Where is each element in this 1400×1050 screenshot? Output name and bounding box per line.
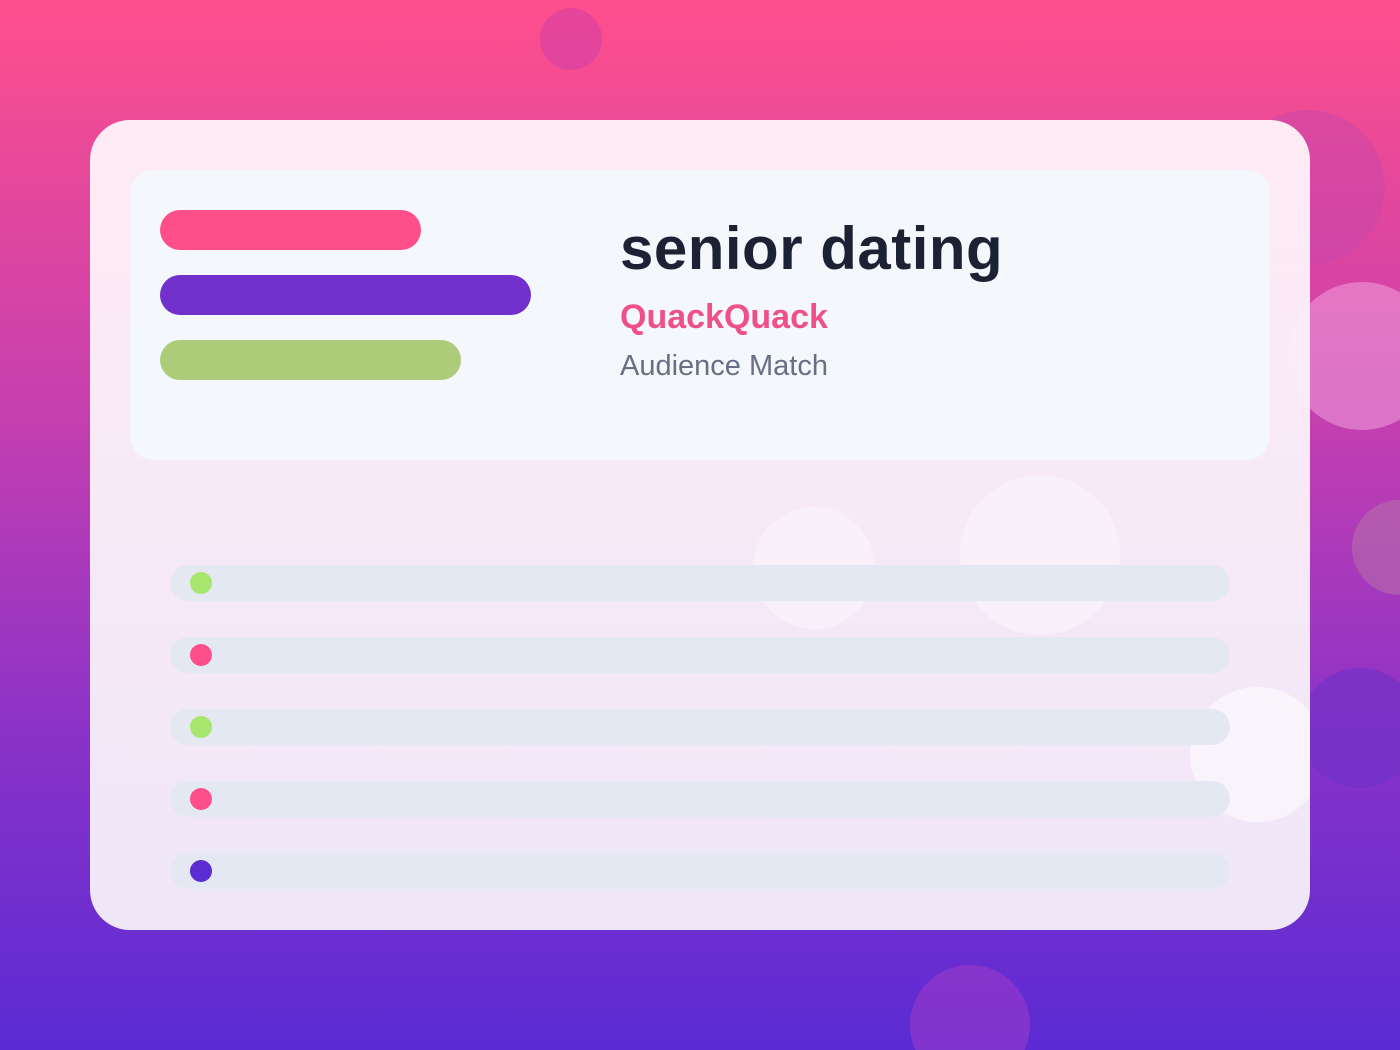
bubble: [960, 475, 1120, 635]
list-row: [170, 781, 1230, 817]
status-dot: [190, 716, 212, 738]
bubble: [1300, 668, 1400, 788]
status-dot: [190, 860, 212, 882]
bubble: [910, 965, 1030, 1050]
bubble: [540, 8, 602, 70]
list-row: [170, 637, 1230, 673]
decor-bar: [160, 340, 461, 380]
subtitle: Audience Match: [620, 350, 828, 382]
header-panel: senior dating QuackQuack Audience Match: [130, 170, 1270, 460]
card: senior dating QuackQuack Audience Match: [90, 120, 1310, 930]
title: senior dating: [620, 215, 1004, 282]
status-dot: [190, 572, 212, 594]
bubble: [1352, 500, 1400, 595]
list-row: [170, 709, 1230, 745]
brand: QuackQuack: [620, 298, 828, 336]
status-dot: [190, 644, 212, 666]
list-row: [170, 853, 1230, 889]
list-row: [170, 565, 1230, 601]
decor-bar: [160, 275, 531, 315]
status-dot: [190, 788, 212, 810]
decor-bar: [160, 210, 421, 250]
